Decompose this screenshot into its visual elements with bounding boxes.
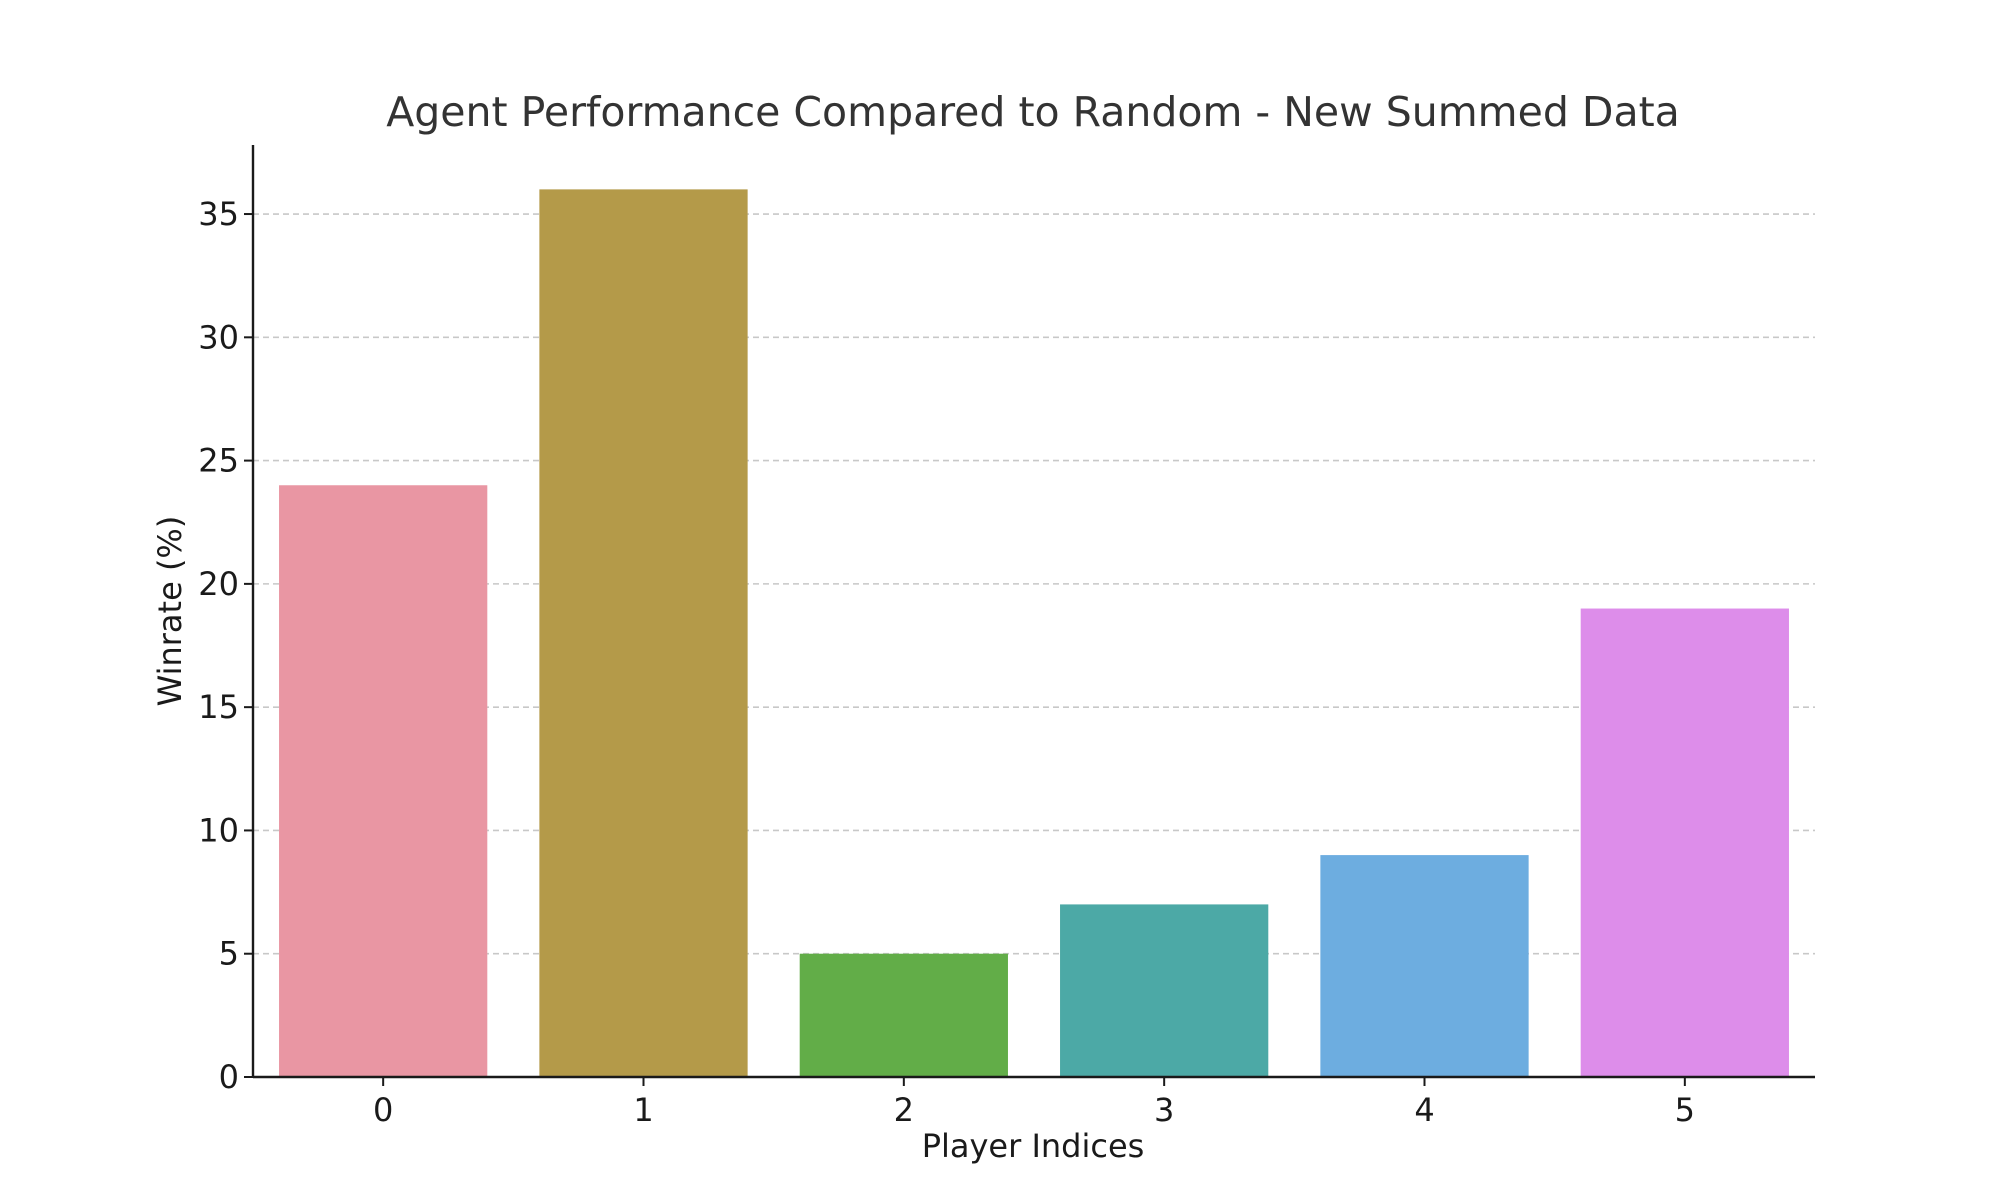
x-tick-label: 1 [633,1091,653,1129]
bar-5 [1580,608,1789,1077]
x-axis-label: Player Indices [922,1127,1145,1165]
y-axis-label: Winrate (%) [151,516,189,707]
bars [279,189,1789,1077]
y-tick-label: 10 [198,811,239,849]
y-tick-label: 0 [219,1058,239,1096]
x-ticks: 0 1 2 3 4 5 [373,1077,1695,1129]
y-tick-label: 25 [198,442,239,480]
x-tick-label: 0 [373,1091,393,1129]
y-tick-label: 35 [198,195,239,233]
y-tick-label: 5 [219,935,239,973]
axes [251,145,1815,1079]
y-tick-label: 15 [198,688,239,726]
x-tick-label: 4 [1414,1091,1434,1129]
grid-lines [253,213,1815,955]
bar-4 [1320,855,1529,1077]
x-tick-label: 2 [894,1091,914,1129]
y-tick-label: 20 [198,565,239,603]
y-ticks: 0 5 10 15 20 25 30 35 [198,195,253,1096]
bar-2 [799,953,1008,1077]
bar-0 [279,485,488,1077]
bar-3 [1060,904,1269,1077]
bar-1 [539,189,748,1077]
y-tick-label: 30 [198,318,239,356]
chart-title: Agent Performance Compared to Random - N… [386,88,1680,136]
x-tick-label: 5 [1675,1091,1695,1129]
x-tick-label: 3 [1154,1091,1174,1129]
